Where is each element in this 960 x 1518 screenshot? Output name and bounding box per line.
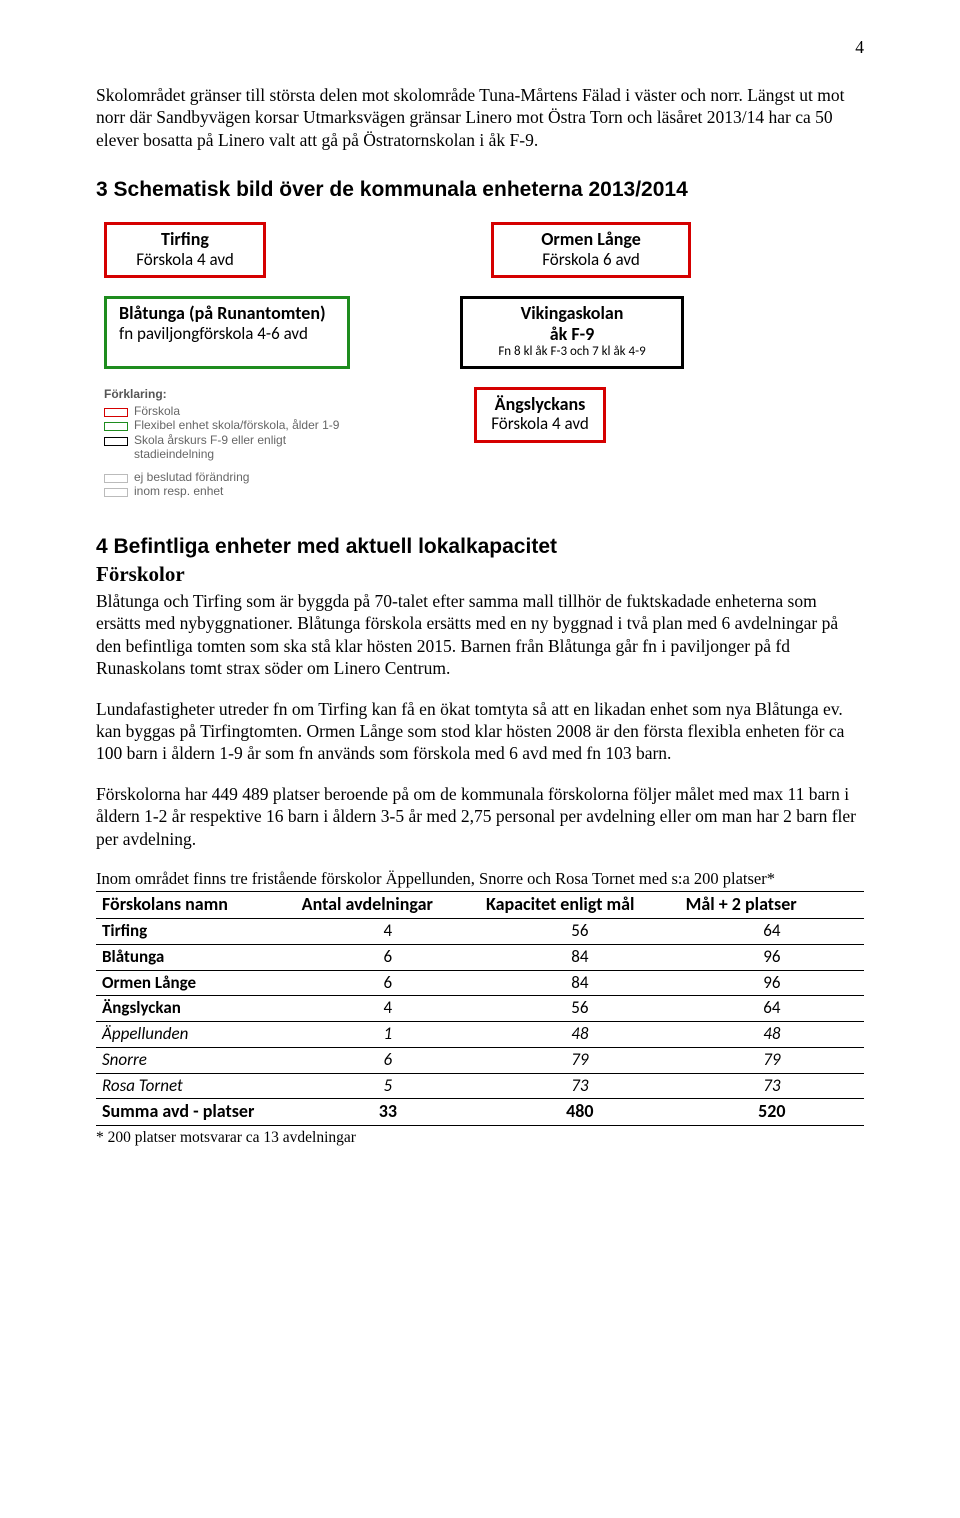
box-sub: Förskola 4 avd <box>117 250 253 270</box>
cell-cap: 56 <box>480 919 680 945</box>
table-row: Ormen Långe68496 <box>96 970 864 996</box>
cell-sum: 480 <box>480 1099 680 1126</box>
box-sub: åk F-9 <box>473 324 671 345</box>
spacer <box>266 222 491 278</box>
cell-plus: 48 <box>680 1022 864 1048</box>
box-title: Ängslyckans <box>487 394 593 415</box>
cell-avd: 6 <box>296 1047 480 1073</box>
section-4-title: 4 Befintliga enheter med aktuell lokalka… <box>96 534 864 561</box>
cell-plus: 79 <box>680 1047 864 1073</box>
legend-title: Förklaring: <box>104 387 354 402</box>
diagram: Tirfing Förskola 4 avd Ormen Långe Försk… <box>104 222 864 498</box>
section-4-p3: Förskolorna har 449 489 platser beroende… <box>96 783 864 850</box>
box-blatunga: Blåtunga (på Runantomten) fn paviljongfö… <box>104 296 350 368</box>
cell-cap: 48 <box>480 1022 680 1048</box>
cell-cap: 84 <box>480 944 680 970</box>
cell-cap: 73 <box>480 1073 680 1099</box>
th-name: Förskolans namn <box>96 892 296 919</box>
cell-name: Ormen Långe <box>96 970 296 996</box>
table-row: Tirfing45664 <box>96 919 864 945</box>
box-tirfing: Tirfing Förskola 4 avd <box>104 222 266 278</box>
legend-swatch <box>104 437 128 446</box>
legend-label: ej beslutad förändring <box>134 470 249 484</box>
cell-avd: 4 <box>296 996 480 1022</box>
cell-name: Äppellunden <box>96 1022 296 1048</box>
cell-cap: 79 <box>480 1047 680 1073</box>
cell-avd: 4 <box>296 919 480 945</box>
table-sum-row: Summa avd - platser33480520 <box>96 1099 864 1126</box>
intro-paragraph: Skolområdet gränser till största delen m… <box>96 84 864 151</box>
cell-plus: 64 <box>680 919 864 945</box>
legend-row: Flexibel enhet skola/förskola, ålder 1-9 <box>104 418 354 432</box>
box-vikingaskolan: Vikingaskolan åk F-9 Fn 8 kl åk F-3 och … <box>460 296 684 368</box>
legend-extra-line: ej beslutad förändring <box>104 470 354 484</box>
section-4-p1: Blåtunga och Tirfing som är byggda på 70… <box>96 590 864 680</box>
legend-label: Flexibel enhet skola/förskola, ålder 1-9 <box>134 418 339 432</box>
legend-swatch <box>104 488 128 497</box>
legend-swatch <box>104 408 128 417</box>
legend-row: Skola årskurs F-9 eller enligt stadieind… <box>104 433 354 462</box>
box-small: Fn 8 kl åk F-3 och 7 kl åk 4-9 <box>473 345 671 360</box>
cell-plus: 73 <box>680 1073 864 1099</box>
cell-cap: 56 <box>480 996 680 1022</box>
box-ormen-lange: Ormen Långe Förskola 6 avd <box>491 222 691 278</box>
box-title: Blåtunga (på Runantomten) <box>119 303 337 324</box>
box-title: Vikingaskolan <box>473 303 671 324</box>
cell-sum: Summa avd - platser <box>96 1099 296 1126</box>
cell-sum: 520 <box>680 1099 864 1126</box>
box-title: Ormen Långe <box>504 229 678 250</box>
legend-row: Förskola <box>104 404 354 418</box>
table-row: Ängslyckan45664 <box>96 996 864 1022</box>
table-row: Blåtunga68496 <box>96 944 864 970</box>
cell-sum: 33 <box>296 1099 480 1126</box>
cell-name: Snorre <box>96 1047 296 1073</box>
table-row: Rosa Tornet57373 <box>96 1073 864 1099</box>
footnote: * 200 platser motsvarar ca 13 avdelninga… <box>96 1128 864 1148</box>
cell-name: Ängslyckan <box>96 996 296 1022</box>
legend-swatch <box>104 422 128 431</box>
cell-cap: 84 <box>480 970 680 996</box>
th-cap: Kapacitet enligt mål <box>480 892 680 919</box>
cell-name: Blåtunga <box>96 944 296 970</box>
section-3-title: 3 Schematisk bild över de kommunala enhe… <box>96 177 864 204</box>
section-4-p2: Lundafastigheter utreder fn om Tirfing k… <box>96 698 864 765</box>
cell-avd: 1 <box>296 1022 480 1048</box>
diagram-row-3: Förklaring: FörskolaFlexibel enhet skola/… <box>104 387 864 499</box>
table-header-row: Förskolans namn Antal avdelningar Kapaci… <box>96 892 864 919</box>
legend-extra-line: inom resp. enhet <box>104 484 354 498</box>
table-row: Äppellunden14848 <box>96 1022 864 1048</box>
legend: Förklaring: FörskolaFlexibel enhet skola/… <box>104 387 354 499</box>
diagram-row-1: Tirfing Förskola 4 avd Ormen Långe Försk… <box>104 222 864 278</box>
box-angslyckans: Ängslyckans Förskola 4 avd <box>474 387 606 443</box>
diagram-row-2: Blåtunga (på Runantomten) fn paviljongfö… <box>104 296 864 368</box>
box-sub: fn paviljongförskola 4-6 avd <box>119 324 337 344</box>
cell-plus: 96 <box>680 944 864 970</box>
cell-avd: 5 <box>296 1073 480 1099</box>
section-4-subhead: Förskolor <box>96 561 864 588</box>
th-avd: Antal avdelningar <box>296 892 480 919</box>
box-sub: Förskola 4 avd <box>487 414 593 434</box>
box-sub: Förskola 6 avd <box>504 250 678 270</box>
cell-name: Tirfing <box>96 919 296 945</box>
table-row: Snorre67979 <box>96 1047 864 1073</box>
cell-plus: 64 <box>680 996 864 1022</box>
cell-avd: 6 <box>296 970 480 996</box>
spacer <box>350 296 460 368</box>
table-intro: Inom området finns tre fristående försko… <box>96 868 864 889</box>
legend-label: Förskola <box>134 404 180 418</box>
th-plus: Mål + 2 platser <box>680 892 864 919</box>
legend-label: inom resp. enhet <box>134 484 223 498</box>
cell-avd: 6 <box>296 944 480 970</box>
legend-swatch <box>104 474 128 483</box>
cell-plus: 96 <box>680 970 864 996</box>
page-number: 4 <box>855 36 864 58</box>
legend-label: Skola årskurs F-9 eller enligt stadieind… <box>134 433 354 462</box>
capacity-table: Förskolans namn Antal avdelningar Kapaci… <box>96 891 864 1126</box>
cell-name: Rosa Tornet <box>96 1073 296 1099</box>
box-title: Tirfing <box>117 229 253 250</box>
